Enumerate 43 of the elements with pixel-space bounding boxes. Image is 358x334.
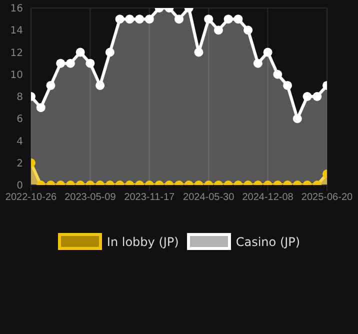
point <box>135 14 144 24</box>
point <box>244 26 253 35</box>
y-tick-label: 10 <box>10 70 23 81</box>
point <box>105 48 114 57</box>
point <box>312 92 322 101</box>
point <box>283 80 292 90</box>
x-tick-label: 2025-06-20 <box>301 192 354 204</box>
point <box>263 48 272 57</box>
x-tick-label: 2022-10-26 <box>5 192 58 204</box>
point <box>115 14 124 24</box>
y-tick-label: 12 <box>10 48 23 59</box>
point <box>56 58 66 68</box>
point <box>36 103 46 112</box>
point <box>292 114 302 124</box>
point <box>253 58 262 68</box>
point <box>194 48 204 57</box>
point <box>174 14 184 24</box>
point <box>273 70 282 79</box>
point <box>76 48 85 57</box>
x-tick-label: 2023-05-09 <box>64 192 116 204</box>
y-tick-label: 4 <box>16 136 23 148</box>
point <box>214 26 223 35</box>
legend-label: In lobby (JP) <box>106 234 179 248</box>
y-tick-label: 6 <box>16 114 23 126</box>
x-tick-label: 2024-12-08 <box>242 192 294 204</box>
point <box>125 14 134 24</box>
x-tick-label: 2024-05-30 <box>183 192 235 204</box>
point <box>46 80 56 90</box>
legend-label: Casino (JP) <box>236 234 300 248</box>
y-tick-label: 14 <box>10 26 23 37</box>
point <box>144 14 154 24</box>
point <box>224 14 233 24</box>
point <box>302 92 312 101</box>
x-tick-label: 2023-11-17 <box>124 192 176 204</box>
y-tick-label: 8 <box>16 92 23 104</box>
point <box>86 58 95 68</box>
y-tick-label: 2 <box>16 158 23 170</box>
y-tick-label: 16 <box>10 4 23 15</box>
point <box>66 58 75 68</box>
point <box>234 14 243 24</box>
point <box>204 14 214 24</box>
y-tick-label: 0 <box>16 180 23 192</box>
point <box>96 80 105 90</box>
